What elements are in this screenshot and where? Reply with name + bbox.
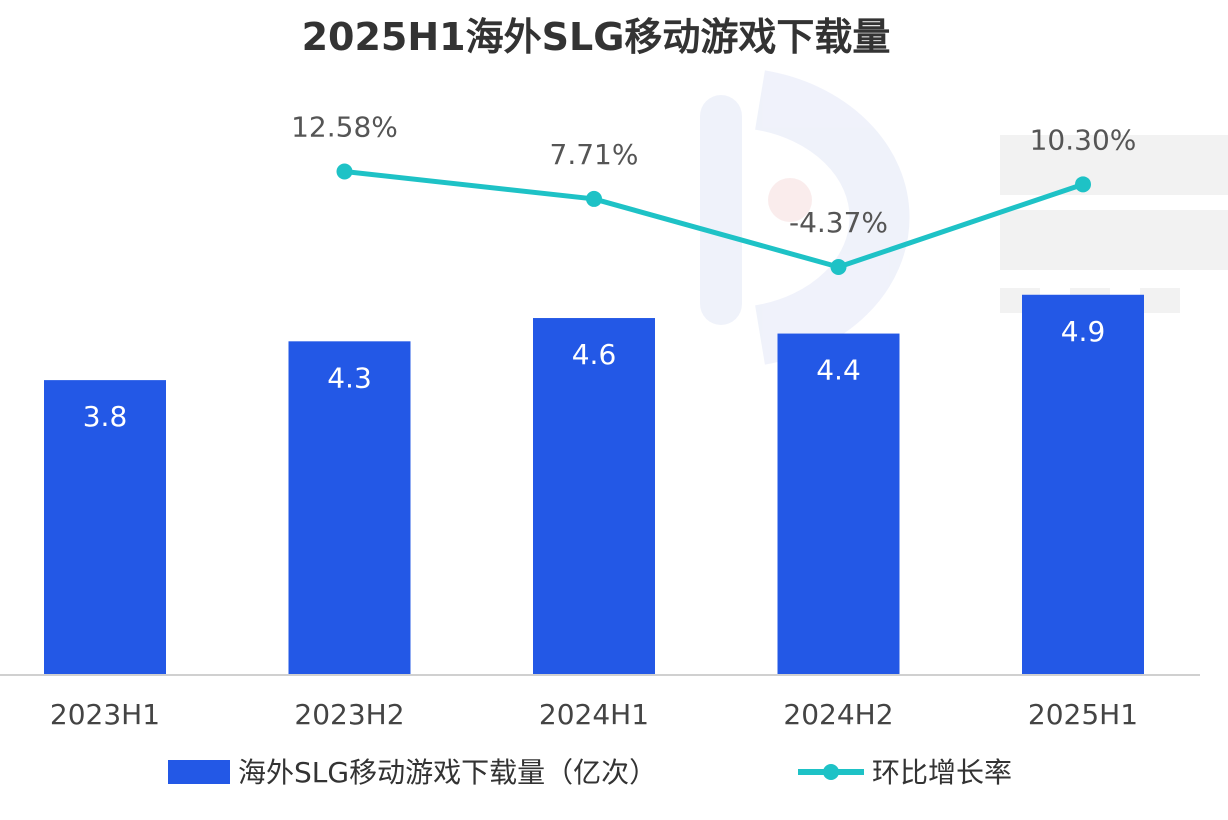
growth-value-label: -4.37% [789,206,888,239]
growth-line-series [336,163,1091,275]
bar-2024H2 [777,333,900,675]
chart-title: 2025H1海外SLG移动游戏下载量 [302,15,891,59]
legend-bar-swatch [168,760,230,784]
growth-point [586,190,602,207]
x-tick-label: 2025H1 [1028,698,1138,731]
bar-value-label: 3.8 [83,400,128,433]
legend: 海外SLG移动游戏下载量（亿次） 环比增长率 [168,756,1012,789]
bar-2024H1 [533,318,655,675]
bar-2023H1 [44,380,166,675]
x-tick-label: 2023H2 [294,698,404,731]
growth-line [344,169,1084,270]
growth-value-label: 12.58% [291,110,398,143]
growth-point [830,259,847,275]
growth-value-label: 7.71% [550,138,639,171]
bar-value-label: 4.9 [1061,315,1106,348]
bar-value-label: 4.4 [816,354,861,387]
x-axis-ticks: 2023H1 2023H2 2024H1 2024H2 2025H1 [50,698,1138,731]
bar-labels: 3.8 4.3 4.6 4.4 4.9 [83,315,1106,433]
legend-line-marker [823,764,839,780]
x-tick-label: 2024H1 [539,698,649,731]
growth-labels: 12.58% 7.71% -4.37% 10.30% [291,110,1136,239]
growth-point [1075,176,1091,193]
legend-line-label: 环比增长率 [872,756,1012,789]
growth-point [336,163,353,180]
bar-2023H2 [288,341,411,675]
legend-bar-label: 海外SLG移动游戏下载量（亿次） [238,756,657,789]
x-tick-label: 2024H2 [783,698,893,731]
bar-series [44,294,1144,675]
bar-value-label: 4.3 [327,361,372,394]
bar-2025H1 [1022,294,1144,675]
watermark-logo [700,70,1228,365]
growth-value-label: 10.30% [1030,123,1137,156]
x-tick-label: 2023H1 [50,698,160,731]
bar-value-label: 4.6 [572,338,617,371]
